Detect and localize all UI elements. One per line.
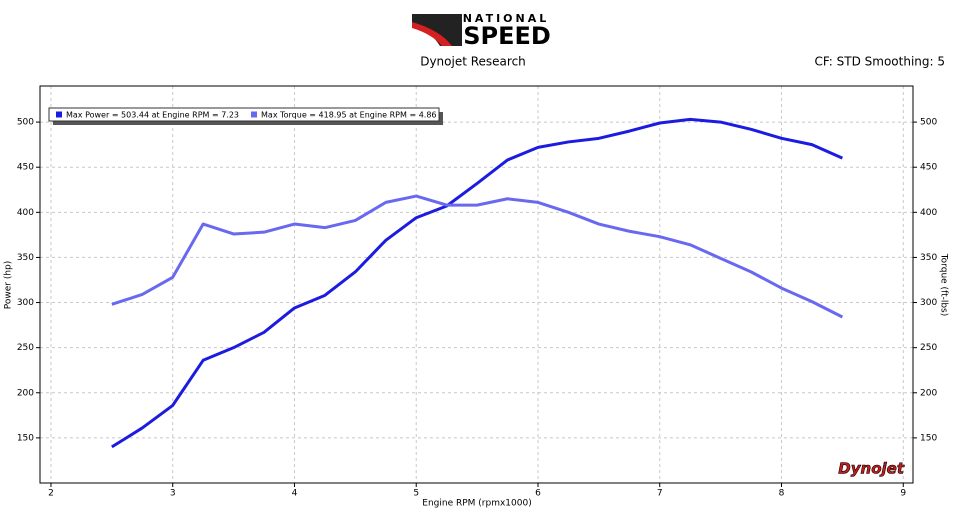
legend-marker [56, 111, 62, 118]
x-tick-label: 4 [292, 489, 298, 499]
y-axis-label: Power (hp) [4, 261, 14, 310]
y-tick-label: 400 [17, 208, 34, 218]
legend-label: Max Torque = 418.95 at Engine RPM = 4.86 [261, 111, 436, 120]
brand-top: NATIONAL [463, 12, 550, 25]
y2-tick-label: 250 [920, 343, 937, 353]
y-tick-label: 500 [17, 118, 34, 128]
series-line [111, 117, 843, 449]
x-tick-label: 7 [657, 489, 663, 499]
info: CF: STD Smoothing: 5 [814, 55, 945, 69]
logo-mark [412, 14, 462, 46]
subtitle: Dynojet Research [420, 55, 526, 69]
y2-axis-label: Torque (ft-lbs) [939, 253, 949, 317]
logo-swoosh [412, 22, 452, 46]
x-tick-label: 6 [535, 489, 541, 499]
legend-label: Max Power = 503.44 at Engine RPM = 7.23 [66, 111, 239, 120]
legend-marker [251, 111, 258, 118]
brand-main: SPEED [463, 22, 551, 50]
plot-frame [39, 85, 914, 484]
y-tick-label: 200 [17, 388, 34, 398]
y-tick-label: 350 [17, 253, 34, 263]
y2-tick-label: 500 [920, 118, 937, 128]
y2-tick-label: 150 [920, 433, 937, 443]
y-tick-label: 150 [17, 433, 34, 443]
y2-tick-label: 400 [920, 208, 937, 218]
x-tick-label: 2 [48, 489, 54, 499]
x-tick-label: 3 [170, 489, 176, 499]
legend-box [48, 107, 440, 122]
y2-tick-label: 300 [920, 298, 937, 308]
x-tick-label: 9 [900, 489, 906, 499]
x-axis-label: Engine RPM (rpmx1000) [422, 499, 531, 509]
y-tick-label: 250 [17, 343, 34, 353]
x-tick-label: 8 [779, 489, 785, 499]
y2-tick-label: 450 [920, 163, 937, 173]
x-tick-label: 5 [413, 489, 419, 499]
y2-tick-label: 200 [920, 388, 937, 398]
watermark: Dynojet [838, 460, 905, 478]
y-tick-label: 300 [17, 298, 34, 308]
series-line [111, 194, 844, 319]
y-tick-label: 450 [17, 163, 34, 173]
y2-tick-label: 350 [920, 253, 937, 263]
